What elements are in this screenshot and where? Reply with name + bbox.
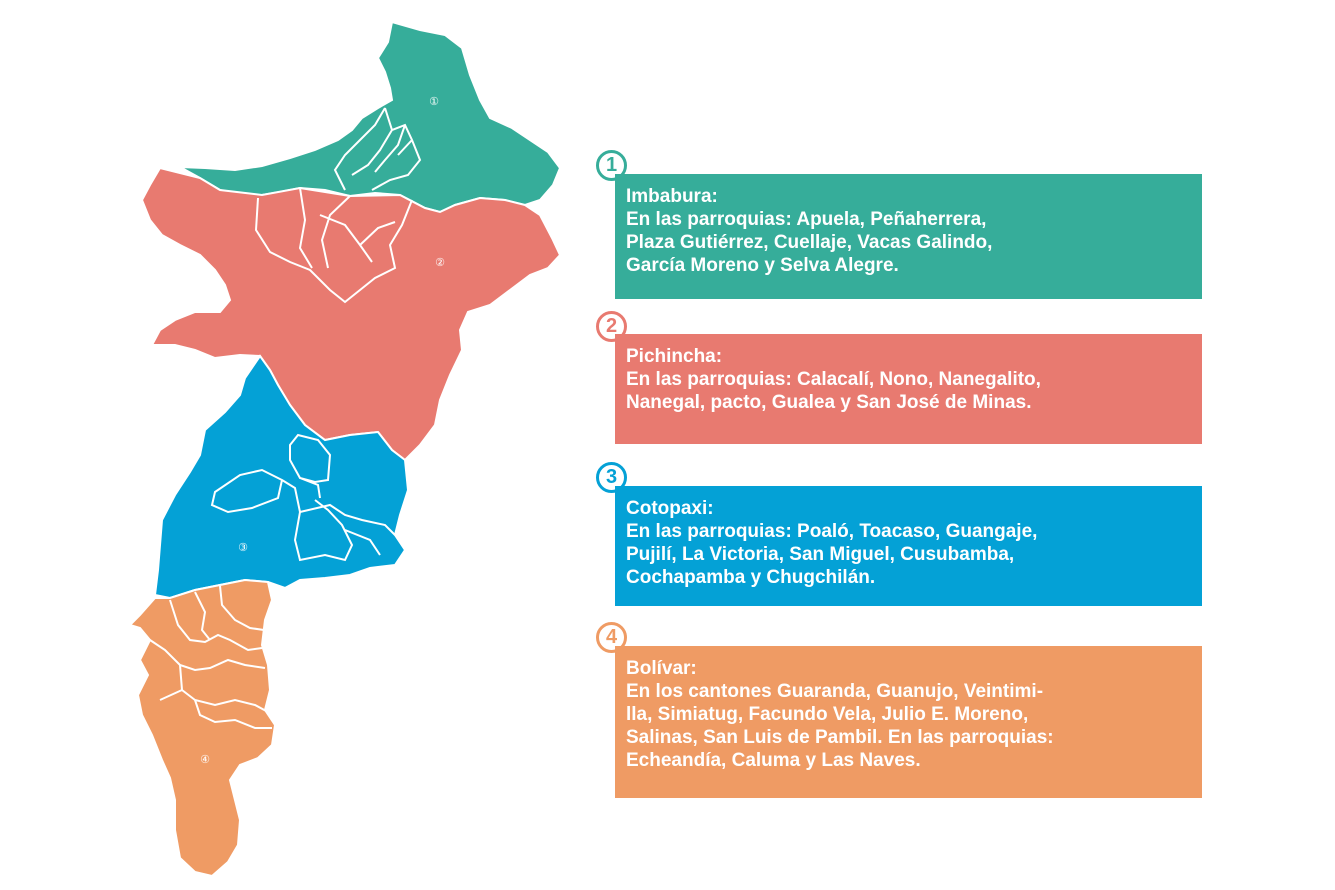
region-imbabura-shape <box>179 20 562 214</box>
badge-number: 3 <box>605 466 618 488</box>
legend-description: En las parroquias: Apuela, Peñaherrera, … <box>626 209 993 276</box>
legend-card-imbabura: Imbabura: En las parroquias: Apuela, Peñ… <box>615 174 1202 299</box>
bolivar-parish-lines <box>149 585 272 729</box>
province-map: ① ② ③ ④ <box>128 20 562 878</box>
region-number-2: ② <box>435 257 445 269</box>
legend-card-cotopaxi: Cotopaxi: En las parroquias: Poaló, Toac… <box>615 486 1202 606</box>
legend-card-pichincha: Pichincha: En las parroquias: Calacalí, … <box>615 334 1202 444</box>
badge-number: 1 <box>605 154 618 176</box>
region-cotopaxi-shape <box>153 354 410 600</box>
legend-title: Imbabura: <box>626 186 718 207</box>
badge-number: 4 <box>605 626 618 648</box>
legend-title: Pichincha: <box>626 346 723 367</box>
region-imbabura[interactable]: ① <box>179 20 562 214</box>
legend-description: En las parroquias: Calacalí, Nono, Naneg… <box>626 369 1041 413</box>
pichincha-parish-lines <box>254 187 413 304</box>
legend-card-bolivar: Bolívar: En los cantones Guaranda, Guanu… <box>615 646 1202 798</box>
badge-number: 2 <box>605 315 618 337</box>
region-number-1: ① <box>429 96 439 108</box>
imbabura-parish-lines <box>333 107 422 191</box>
legend-title: Cotopaxi: <box>626 498 714 519</box>
region-cotopaxi[interactable]: ③ <box>153 354 410 600</box>
legend-description: En los cantones Guaranda, Guanujo, Veint… <box>626 681 1054 771</box>
legend-description: En las parroquias: Poaló, Toacaso, Guang… <box>626 521 1038 588</box>
cotopaxi-parish-lines <box>210 433 396 562</box>
region-number-3: ③ <box>238 542 248 554</box>
legend-title: Bolívar: <box>626 658 697 679</box>
region-pichincha-shape <box>140 166 562 462</box>
region-number-4: ④ <box>200 754 210 766</box>
region-bolivar-shape <box>128 578 277 878</box>
region-bolivar[interactable]: ④ <box>128 578 277 878</box>
region-pichincha[interactable]: ② <box>140 166 562 462</box>
